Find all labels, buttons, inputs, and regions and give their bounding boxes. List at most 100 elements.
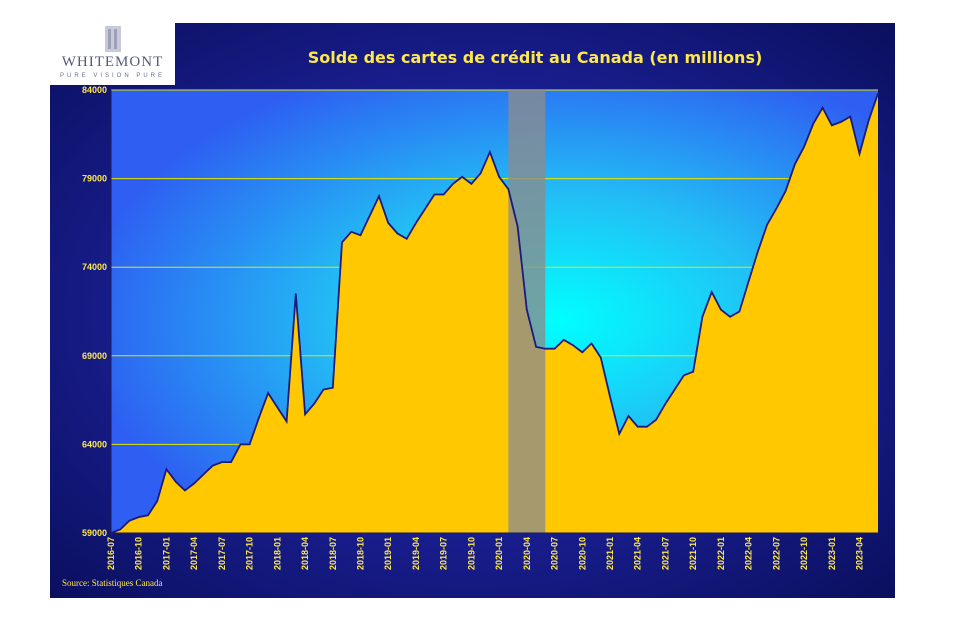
data-point bbox=[849, 115, 851, 118]
x-tick-label: 2022-10 bbox=[799, 537, 809, 570]
data-point bbox=[406, 238, 408, 240]
data-point bbox=[304, 413, 306, 415]
x-tick-label: 2019-01 bbox=[383, 537, 393, 570]
data-point bbox=[489, 151, 491, 153]
logo-tagline: PURE VISION PURE bbox=[59, 73, 165, 79]
data-point bbox=[618, 433, 620, 435]
area-series bbox=[111, 93, 878, 533]
data-point bbox=[526, 309, 528, 311]
data-point bbox=[452, 183, 454, 185]
data-point bbox=[600, 356, 602, 359]
data-point bbox=[480, 172, 482, 174]
data-point bbox=[711, 291, 713, 293]
x-tick-label: 2020-01 bbox=[494, 537, 504, 570]
y-tick-label: 84000 bbox=[82, 85, 107, 95]
x-tick-label: 2016-10 bbox=[134, 537, 144, 570]
x-tick-label: 2022-04 bbox=[744, 537, 754, 570]
data-point bbox=[720, 309, 722, 311]
data-point bbox=[258, 417, 260, 419]
data-point bbox=[378, 195, 380, 197]
data-point bbox=[341, 241, 343, 243]
data-point bbox=[729, 316, 731, 318]
data-point bbox=[138, 516, 140, 518]
source-note: Source: Statistiques Canada bbox=[62, 578, 163, 588]
data-point bbox=[794, 163, 796, 166]
data-point bbox=[165, 468, 168, 470]
data-point bbox=[147, 514, 149, 516]
data-point bbox=[646, 426, 648, 428]
data-point bbox=[803, 146, 805, 148]
data-point bbox=[664, 403, 667, 405]
data-point bbox=[748, 280, 750, 282]
data-point bbox=[757, 250, 759, 252]
data-point bbox=[212, 465, 214, 467]
data-point bbox=[535, 346, 537, 348]
x-tick-label: 2022-07 bbox=[771, 537, 781, 570]
data-point bbox=[249, 443, 251, 445]
data-point bbox=[868, 119, 870, 121]
data-point bbox=[119, 528, 121, 531]
data-point bbox=[396, 232, 399, 235]
data-point bbox=[517, 225, 519, 228]
data-point bbox=[637, 426, 639, 428]
x-tick-label: 2017-10 bbox=[245, 537, 255, 570]
data-point bbox=[461, 176, 463, 178]
data-point bbox=[230, 461, 232, 463]
x-tick-label: 2020-04 bbox=[522, 537, 532, 570]
data-point bbox=[701, 316, 704, 318]
data-point bbox=[184, 489, 186, 492]
data-point bbox=[590, 342, 593, 344]
series-line bbox=[110, 93, 879, 534]
x-tick-label: 2023-01 bbox=[827, 537, 837, 570]
data-point bbox=[821, 107, 824, 109]
x-tick-label: 2018-10 bbox=[356, 537, 366, 570]
x-tick-label: 2021-01 bbox=[605, 537, 615, 570]
data-point bbox=[692, 371, 694, 373]
x-tick-label: 2019-07 bbox=[439, 537, 449, 570]
data-point bbox=[359, 234, 362, 236]
x-tick-label: 2021-07 bbox=[660, 537, 670, 570]
y-tick-label: 69000 bbox=[82, 351, 107, 361]
data-point bbox=[295, 293, 297, 295]
y-tick-label: 59000 bbox=[82, 528, 107, 538]
logo-name: WHITEMONT bbox=[61, 54, 164, 70]
data-point bbox=[128, 519, 131, 522]
data-point bbox=[627, 415, 630, 417]
data-point bbox=[812, 123, 814, 125]
x-tick-label: 2019-10 bbox=[466, 537, 476, 570]
data-point bbox=[674, 388, 676, 391]
data-point bbox=[858, 153, 861, 155]
x-tick-label: 2016-07 bbox=[106, 537, 116, 570]
data-point bbox=[775, 208, 777, 210]
data-point bbox=[202, 473, 205, 476]
data-point bbox=[683, 374, 685, 376]
data-point bbox=[563, 339, 565, 341]
data-point bbox=[609, 395, 611, 398]
data-point bbox=[276, 406, 278, 408]
x-tick-label: 2018-01 bbox=[272, 537, 282, 570]
data-point bbox=[470, 183, 472, 185]
data-point bbox=[156, 500, 158, 502]
data-point bbox=[572, 344, 574, 346]
data-point bbox=[424, 208, 426, 210]
data-point bbox=[415, 222, 417, 224]
y-tick-label: 74000 bbox=[82, 262, 107, 272]
x-tick-label: 2018-07 bbox=[328, 537, 338, 570]
data-point bbox=[581, 351, 583, 353]
data-point bbox=[877, 92, 879, 95]
data-point bbox=[507, 188, 509, 190]
data-point bbox=[387, 222, 389, 224]
data-point bbox=[553, 348, 556, 350]
data-point bbox=[267, 392, 269, 394]
data-point bbox=[332, 387, 334, 389]
x-tick-label: 2020-10 bbox=[577, 537, 587, 570]
data-point bbox=[738, 310, 740, 313]
x-tick-label: 2018-04 bbox=[300, 537, 310, 570]
data-point bbox=[350, 231, 352, 233]
x-tick-label: 2017-07 bbox=[217, 537, 227, 570]
data-point bbox=[313, 403, 315, 405]
data-point bbox=[784, 190, 787, 192]
x-tick-label: 2019-04 bbox=[411, 537, 421, 570]
x-tick-label: 2021-04 bbox=[633, 537, 643, 570]
